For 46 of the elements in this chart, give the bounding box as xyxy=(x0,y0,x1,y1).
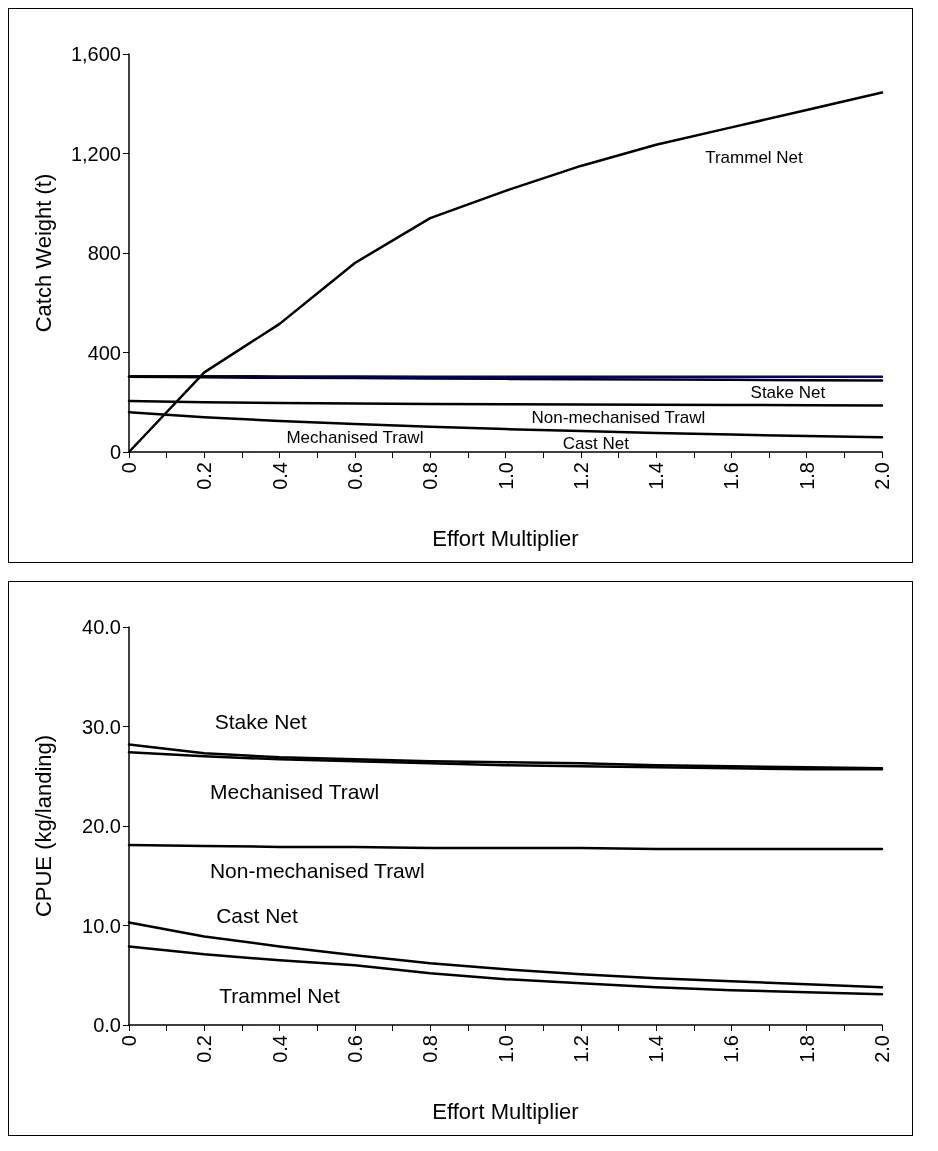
annotation: Trammel Net xyxy=(705,147,804,167)
annotation: Stake Net xyxy=(750,383,826,403)
x-tick-label: 0.6 xyxy=(343,462,366,490)
x-tick-label: 1.0 xyxy=(494,462,517,490)
x-tick-label: 1.6 xyxy=(720,1035,743,1063)
y-tick-label: 0.0 xyxy=(93,1014,121,1036)
x-tick-label: 1.0 xyxy=(494,1035,517,1063)
x-tick-label: 0.4 xyxy=(268,462,291,490)
x-axis-title: Effort Multiplier xyxy=(432,1098,579,1124)
y-tick-label: 30.0 xyxy=(82,715,121,738)
x-tick-label: 1.2 xyxy=(569,462,592,490)
x-tick-label: 0 xyxy=(118,1035,140,1047)
x-tick-label: 1.8 xyxy=(795,1035,818,1063)
x-tick-label: 0 xyxy=(118,462,140,474)
x-tick-label: 0.8 xyxy=(419,1035,442,1063)
y-tick-label: 400 xyxy=(87,341,121,364)
x-axis-title: Effort Multiplier xyxy=(432,525,579,551)
x-tick-label: 1.4 xyxy=(645,1035,668,1063)
annotation: Non-mechanised Trawl xyxy=(209,859,425,883)
annotation: Cast Net xyxy=(216,904,299,928)
x-tick-label: 1.2 xyxy=(569,1035,592,1063)
x-tick-label: 2.0 xyxy=(871,462,893,490)
x-tick-label: 1.4 xyxy=(645,462,668,490)
y-tick-label: 10.0 xyxy=(82,914,121,937)
annotation: Mechanised Trawl xyxy=(286,428,424,448)
y-axis-title: Catch Weight (t) xyxy=(30,173,56,333)
y-tick-label: 1,200 xyxy=(70,142,121,165)
y-axis-title: CPUE (kg/landing) xyxy=(30,734,56,918)
annotation: Mechanised Trawl xyxy=(210,779,380,803)
x-tick-label: 0.2 xyxy=(193,462,216,490)
y-tick-label: 0 xyxy=(109,441,121,463)
x-tick-label: 0.8 xyxy=(419,462,442,490)
y-tick-label: 800 xyxy=(87,242,121,264)
annotation: Non-mechanised Trawl xyxy=(531,407,706,427)
annotation: Trammel Net xyxy=(219,983,341,1007)
y-tick-label: 40.0 xyxy=(82,616,121,638)
x-tick-label: 1.8 xyxy=(795,462,818,490)
annotation: Cast Net xyxy=(562,433,630,453)
x-tick-label: 1.6 xyxy=(720,462,743,490)
y-tick-label: 20.0 xyxy=(82,815,121,837)
annotation: Stake Net xyxy=(214,710,308,734)
x-tick-label: 0.4 xyxy=(268,1035,291,1063)
y-tick-label: 1,600 xyxy=(70,43,121,65)
x-tick-label: 2.0 xyxy=(871,1035,893,1063)
x-tick-label: 0.6 xyxy=(343,1035,366,1063)
x-tick-label: 0.2 xyxy=(193,1035,216,1063)
